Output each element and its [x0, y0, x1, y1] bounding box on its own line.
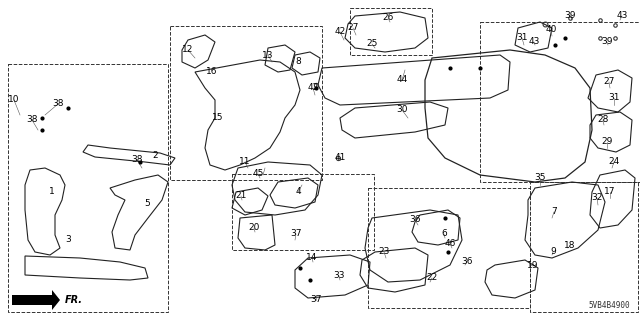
Text: FR.: FR. [65, 295, 83, 305]
Text: 39: 39 [564, 11, 576, 19]
Text: 28: 28 [597, 115, 609, 124]
Text: 43: 43 [616, 11, 628, 20]
Text: 42: 42 [307, 84, 319, 93]
Text: 35: 35 [534, 174, 546, 182]
Text: 26: 26 [382, 13, 394, 23]
Text: 45: 45 [252, 169, 264, 179]
Text: 42: 42 [334, 27, 346, 36]
Text: 36: 36 [409, 216, 420, 225]
Text: 39: 39 [601, 38, 612, 47]
Text: 27: 27 [348, 24, 358, 33]
Text: 2: 2 [152, 151, 158, 160]
Text: 43: 43 [528, 38, 540, 47]
Text: 27: 27 [604, 78, 614, 86]
Text: 19: 19 [527, 262, 539, 271]
Text: 16: 16 [206, 68, 218, 77]
Text: 21: 21 [236, 191, 246, 201]
Text: 29: 29 [602, 137, 612, 146]
Text: 14: 14 [307, 254, 317, 263]
Text: 22: 22 [426, 273, 438, 283]
Text: 31: 31 [608, 93, 620, 102]
Bar [368, 188, 530, 308]
Text: 38: 38 [26, 115, 38, 124]
Text: 17: 17 [604, 188, 616, 197]
Text: 13: 13 [262, 50, 274, 60]
Text: 9: 9 [550, 248, 556, 256]
Text: 38: 38 [52, 100, 64, 108]
Text: 15: 15 [212, 114, 224, 122]
Text: 32: 32 [591, 194, 603, 203]
Text: 20: 20 [248, 224, 260, 233]
Text: 11: 11 [239, 158, 251, 167]
Text: 25: 25 [366, 40, 378, 48]
Text: 46: 46 [444, 240, 456, 249]
Text: 38: 38 [131, 155, 143, 165]
Text: 7: 7 [551, 207, 557, 217]
Text: 23: 23 [378, 248, 390, 256]
Text: 31: 31 [516, 33, 528, 42]
Text: 33: 33 [333, 271, 345, 280]
Text: 1: 1 [49, 188, 55, 197]
Text: 8: 8 [295, 57, 301, 66]
Text: 24: 24 [609, 158, 620, 167]
Text: 4: 4 [295, 188, 301, 197]
Text: 37: 37 [291, 229, 301, 239]
Bar [530, 182, 638, 312]
Bar [8, 64, 168, 312]
Text: 36: 36 [461, 257, 473, 266]
Text: 40: 40 [545, 26, 557, 34]
Bar [350, 8, 432, 55]
Text: 12: 12 [182, 46, 194, 55]
Text: 41: 41 [334, 153, 346, 162]
Bar [170, 26, 322, 180]
Polygon shape [12, 290, 60, 310]
Text: 3: 3 [65, 235, 71, 244]
Text: 44: 44 [396, 76, 408, 85]
Text: 6: 6 [441, 229, 447, 239]
Text: 5: 5 [144, 199, 150, 209]
Bar [480, 22, 640, 182]
Text: 37: 37 [310, 295, 322, 305]
Text: 18: 18 [564, 241, 576, 250]
Text: 30: 30 [396, 106, 408, 115]
Text: 5VB4B4900: 5VB4B4900 [588, 301, 630, 310]
Text: 10: 10 [8, 95, 20, 105]
Bar [232, 174, 374, 250]
